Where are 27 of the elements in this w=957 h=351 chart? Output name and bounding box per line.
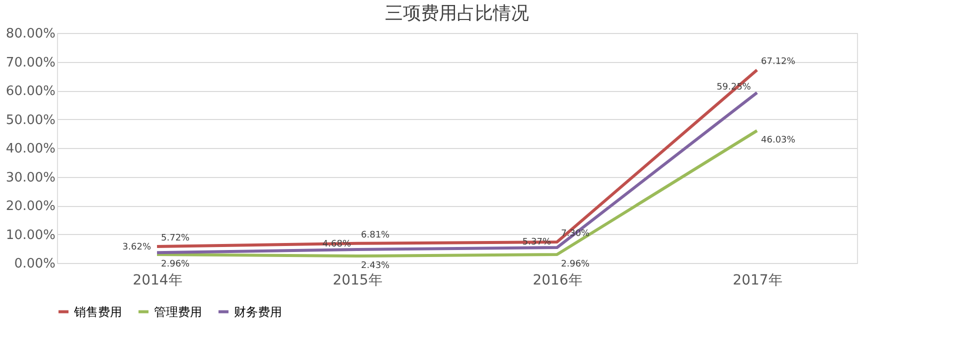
data-label: 5.72% — [161, 234, 190, 244]
data-label: 3.62% — [122, 242, 152, 253]
y-tick-label: 30.00% — [6, 170, 56, 186]
y-tick-label: 10.00% — [6, 228, 56, 243]
y-tick-label: 0.00% — [14, 256, 56, 272]
data-label: 2.96% — [561, 259, 590, 270]
data-label: 2.96% — [161, 259, 190, 270]
y-tick-label: 20.00% — [6, 199, 56, 214]
line-series — [156, 91, 758, 254]
x-tick-label: 2016年 — [532, 272, 582, 288]
data-label: 67.12% — [761, 57, 796, 68]
x-tick-label: 2017年 — [732, 272, 782, 288]
data-label: 2.43% — [361, 261, 390, 272]
x-tick-label: 2014年 — [132, 272, 182, 288]
line-series — [156, 68, 758, 248]
y-tick-label: 50.00% — [6, 112, 56, 128]
x-tick-label: 2015年 — [332, 272, 382, 288]
chart-title: 三项费用占比情况 — [385, 3, 529, 24]
y-tick-label: 80.00% — [6, 26, 56, 42]
y-tick-label: 60.00% — [6, 84, 56, 99]
data-label: 46.03% — [761, 136, 796, 146]
legend-label: 销售费用 — [73, 304, 122, 319]
legend-label: 财务费用 — [234, 304, 282, 319]
data-label: 6.81% — [361, 230, 390, 240]
legend-label: 管理费用 — [154, 304, 202, 319]
y-tick-label: 40.00% — [6, 142, 56, 156]
y-tick-label: 70.00% — [6, 55, 56, 70]
